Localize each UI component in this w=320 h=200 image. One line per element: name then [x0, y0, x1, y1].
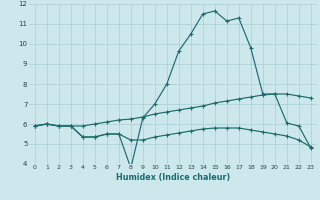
X-axis label: Humidex (Indice chaleur): Humidex (Indice chaleur)	[116, 173, 230, 182]
